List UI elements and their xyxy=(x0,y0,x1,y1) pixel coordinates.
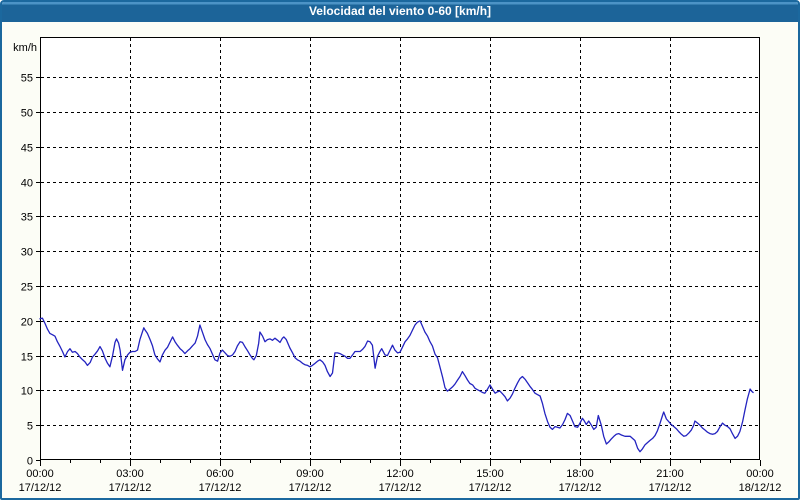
x-tick-time-label: 12:00 xyxy=(386,468,414,480)
x-tick-time-label: 21:00 xyxy=(656,468,684,480)
y-tick-label: 45 xyxy=(21,143,33,155)
x-tick-date-label: 17/12/12 xyxy=(199,482,242,494)
x-tick-date-label: 17/12/12 xyxy=(109,482,152,494)
x-tick-time-label: 15:00 xyxy=(476,468,504,480)
x-tick-date-label: 17/12/12 xyxy=(649,482,692,494)
y-tick-label: 15 xyxy=(21,352,33,364)
x-tick-date-label: 17/12/12 xyxy=(469,482,512,494)
chart-title: Velocidad del viento 0-60 [km/h] xyxy=(308,4,492,18)
x-tick-date-label: 17/12/12 xyxy=(289,482,332,494)
wind-speed-chart: 0 5 10 15 20 25 30 35 40 45 50 55 km/h 00:00 17/12/12 0… xyxy=(2,22,798,498)
x-tick-date-label: 17/12/12 xyxy=(559,482,602,494)
y-tick-label: 10 xyxy=(21,386,33,398)
wind-speed-chart-svg: 0 5 10 15 20 25 30 35 40 45 50 55 km/h 00:00 17/12/12 0… xyxy=(13,37,782,494)
y-tick-label: 50 xyxy=(21,108,33,120)
x-tick-date-label: 17/12/12 xyxy=(19,482,62,494)
series-line-velocidad_del_viento_kmh xyxy=(39,317,754,453)
x-tick-time-label: 00:00 xyxy=(746,468,774,480)
x-tick-time-label: 03:00 xyxy=(116,468,144,480)
chart-title-bar: Velocidad del viento 0-60 [km/h] xyxy=(2,2,798,22)
y-tick-label: 40 xyxy=(21,178,33,190)
x-tick-time-label: 00:00 xyxy=(26,468,54,480)
x-tick-date-label: 18/12/12 xyxy=(739,482,782,494)
y-axis-unit-label: km/h xyxy=(13,42,37,54)
x-tick-date-label: 17/12/12 xyxy=(379,482,422,494)
y-tick-label: 25 xyxy=(21,282,33,294)
x-tick-time-label: 09:00 xyxy=(296,468,324,480)
y-tick-label: 20 xyxy=(21,317,33,329)
y-tick-label: 55 xyxy=(21,73,33,85)
x-tick-time-label: 06:00 xyxy=(206,468,234,480)
x-tick-time-label: 18:00 xyxy=(566,468,594,480)
y-tick-label: 0 xyxy=(27,456,33,468)
y-tick-label: 35 xyxy=(21,212,33,224)
y-tick-label: 30 xyxy=(21,247,33,259)
y-tick-label: 5 xyxy=(27,421,33,433)
